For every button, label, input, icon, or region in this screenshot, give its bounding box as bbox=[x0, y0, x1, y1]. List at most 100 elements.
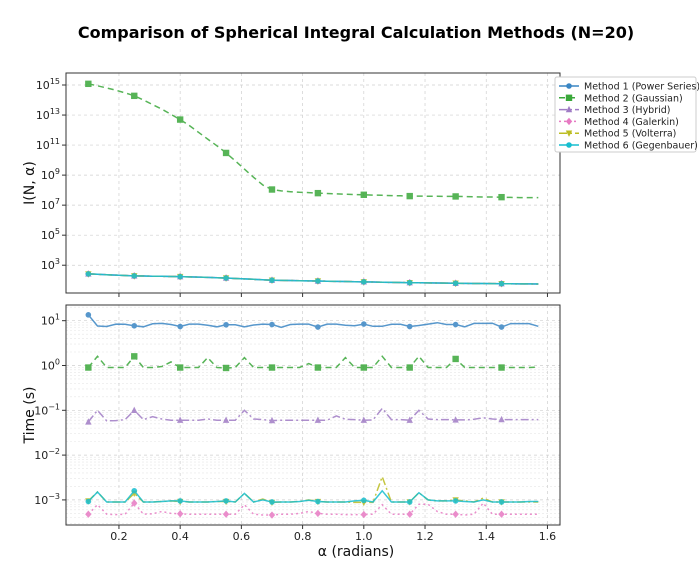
data-point-marker bbox=[85, 364, 92, 371]
y-tick-base: 10 bbox=[41, 229, 55, 242]
data-point-marker bbox=[176, 510, 184, 518]
data-point-marker bbox=[361, 321, 367, 327]
data-point-marker bbox=[406, 279, 413, 286]
x-axis-label: α (radians) bbox=[318, 544, 394, 560]
legend-item: Method 6 (Gegenbauer) bbox=[559, 141, 698, 152]
data-point-marker bbox=[131, 406, 138, 413]
data-point-marker bbox=[406, 364, 413, 371]
data-point-marker bbox=[85, 80, 92, 88]
y-tick-label: 105 bbox=[41, 227, 60, 242]
data-point-marker bbox=[85, 312, 92, 318]
series-line bbox=[87, 474, 539, 504]
data-point-marker bbox=[268, 364, 276, 371]
legend-label: Method 3 (Hybrid) bbox=[584, 105, 671, 116]
y-tick-label: 10−3 bbox=[34, 492, 60, 507]
data-point-marker bbox=[269, 321, 275, 328]
series-2 bbox=[85, 353, 539, 372]
legend-marker bbox=[566, 83, 572, 89]
legend-item: Method 1 (Power Series) bbox=[559, 82, 699, 93]
data-point-marker bbox=[452, 193, 459, 200]
series-line bbox=[88, 273, 539, 285]
data-point-marker bbox=[177, 273, 183, 280]
data-point-marker bbox=[452, 355, 459, 363]
legend-marker bbox=[565, 117, 573, 126]
legend-marker bbox=[565, 94, 573, 101]
legend-label: Method 4 (Galerkin) bbox=[584, 117, 679, 128]
y-tick-label: 101 bbox=[41, 313, 60, 328]
legend-marker bbox=[566, 142, 572, 148]
data-point-marker bbox=[406, 499, 413, 505]
y-tick-base: 10 bbox=[36, 79, 50, 92]
data-point-marker bbox=[498, 415, 505, 423]
top-y-axis-label: I(N, α) bbox=[22, 161, 38, 205]
legend-item: Method 3 (Hybrid) bbox=[559, 105, 671, 116]
data-point-marker bbox=[177, 498, 183, 504]
data-point-marker bbox=[131, 92, 138, 100]
legend-marker bbox=[565, 130, 573, 137]
data-point-marker bbox=[131, 273, 138, 279]
series-line bbox=[88, 83, 539, 199]
y-tick-label: 1011 bbox=[36, 137, 60, 152]
series-6 bbox=[85, 271, 539, 287]
legend-box bbox=[554, 76, 697, 153]
data-point-marker bbox=[222, 149, 230, 157]
data-point-marker bbox=[452, 280, 459, 287]
data-point-marker bbox=[361, 497, 367, 504]
data-point-marker bbox=[269, 499, 275, 505]
y-tick-base: 10 bbox=[41, 199, 55, 212]
series-line bbox=[87, 355, 539, 369]
data-point-marker bbox=[452, 416, 459, 423]
y-tick-base: 10 bbox=[36, 109, 50, 122]
data-point-marker bbox=[222, 364, 230, 372]
y-tick-label: 103 bbox=[41, 257, 60, 272]
series-4 bbox=[85, 499, 539, 519]
data-point-marker bbox=[314, 189, 322, 197]
data-point-marker bbox=[406, 416, 413, 423]
y-tick-exponent: 9 bbox=[55, 167, 60, 176]
y-tick-label: 109 bbox=[41, 167, 60, 182]
y-tick-base: 10 bbox=[34, 449, 48, 462]
x-tick-label: 0.6 bbox=[233, 530, 251, 543]
data-point-marker bbox=[131, 499, 138, 507]
legend: Method 1 (Power Series)Method 2 (Gaussia… bbox=[554, 76, 699, 153]
series-4 bbox=[85, 270, 539, 288]
data-point-marker bbox=[452, 510, 459, 518]
y-tick-exponent: 1 bbox=[55, 313, 60, 322]
data-point-marker bbox=[223, 275, 229, 281]
data-point-marker bbox=[131, 353, 138, 360]
y-tick-exponent: −1 bbox=[48, 402, 60, 411]
data-point-marker bbox=[268, 416, 276, 424]
data-point-marker bbox=[222, 416, 230, 423]
legend-label: Method 5 (Volterra) bbox=[584, 129, 676, 140]
data-point-marker bbox=[315, 278, 321, 284]
data-point-marker bbox=[315, 498, 321, 505]
series-line bbox=[87, 489, 539, 503]
data-point-marker bbox=[498, 364, 505, 371]
y-tick-exponent: 3 bbox=[55, 257, 60, 266]
legend-label: Method 6 (Gegenbauer) bbox=[584, 141, 698, 152]
series-line bbox=[87, 407, 539, 423]
data-point-marker bbox=[85, 418, 92, 425]
series-6 bbox=[85, 487, 539, 505]
y-tick-exponent: 15 bbox=[50, 77, 60, 86]
data-point-marker bbox=[223, 321, 229, 328]
y-tick-exponent: 13 bbox=[50, 107, 60, 116]
series-line bbox=[88, 273, 539, 285]
y-tick-exponent: 11 bbox=[50, 137, 60, 146]
bottom-panel: 0.2 0.4 0.6 0.8 1.0 1.2 1.4 1.610−310−210−11001… bbox=[34, 304, 561, 543]
data-point-marker bbox=[360, 510, 368, 519]
data-point-marker bbox=[268, 186, 276, 193]
data-point-marker bbox=[452, 321, 459, 328]
legend-label: Method 2 (Gaussian) bbox=[584, 93, 683, 104]
data-point-marker bbox=[498, 193, 505, 201]
series-3 bbox=[85, 406, 539, 425]
legend-item: Method 4 (Galerkin) bbox=[559, 117, 679, 128]
series-2 bbox=[85, 80, 539, 201]
data-point-marker bbox=[498, 510, 505, 518]
y-tick-exponent: 0 bbox=[55, 357, 60, 366]
x-tick-label: 1.0 bbox=[355, 530, 373, 543]
legend-item: Method 5 (Volterra) bbox=[559, 129, 676, 140]
series-5 bbox=[85, 271, 539, 288]
